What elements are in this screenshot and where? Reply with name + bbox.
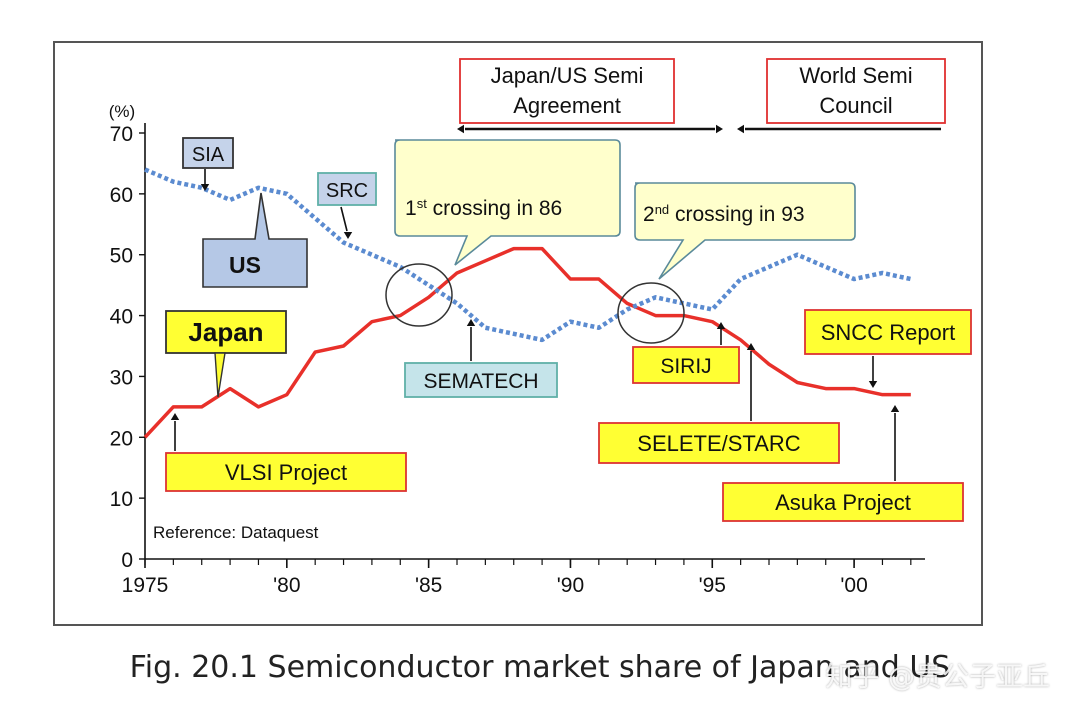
- sia-label: SIA: [192, 144, 225, 166]
- x-tick-label: '80: [273, 574, 300, 597]
- council-box: [766, 58, 946, 124]
- x-tick-label: '85: [415, 574, 442, 597]
- sia-arrow-head: [200, 184, 210, 191]
- selete-label-box: [598, 422, 840, 464]
- asuka-label: Asuka Project: [775, 490, 911, 515]
- sncc-label: SNCC Report: [821, 320, 955, 345]
- japan-callout-box: [165, 310, 287, 354]
- chart: 0 10 20 30 40 50 60 70 (%) 1975 '80 '85 '90 '95 '00 Jap…: [109, 58, 972, 597]
- vlsi-arrow-head: [170, 413, 180, 420]
- y-tick-label: 60: [110, 184, 133, 207]
- agreement-arrow-head-right: [716, 124, 723, 134]
- selete-label: SELETE/STARC: [637, 431, 801, 456]
- japan-series-label: Japan: [188, 317, 263, 347]
- sematech-label: SEMATECH: [423, 370, 538, 393]
- agreement-label-line2: Agreement: [513, 93, 621, 118]
- vlsi-label: VLSI Project: [225, 460, 347, 485]
- src-label-box: [317, 172, 377, 206]
- y-tick-label: 70: [110, 123, 133, 146]
- series-line-us: [144, 167, 912, 343]
- council-label-line2: Council: [819, 93, 892, 118]
- watermark: 知乎 @贵公子亚丘: [825, 662, 1050, 693]
- japan-callout-pointer: [214, 352, 226, 398]
- us-series-label: US: [229, 252, 261, 278]
- reference-note: Reference: Dataquest: [153, 523, 319, 542]
- agreement-box: [459, 58, 675, 124]
- sirij-label: SIRIJ: [660, 355, 711, 378]
- crossing-86-text: 1st crossing in 86: [405, 196, 562, 221]
- vlsi-label-box: [165, 452, 407, 492]
- sematech-arrow-head: [466, 319, 476, 326]
- sirij-label-box: [632, 346, 740, 384]
- crossing-circle-93: [617, 282, 685, 344]
- y-tick-label: 0: [121, 549, 133, 572]
- sncc-arrow-head: [868, 381, 878, 388]
- y-tick-label: 20: [110, 427, 133, 450]
- src-arrow-head: [343, 232, 353, 239]
- src-label: SRC: [326, 180, 368, 202]
- sirij-arrow-head: [716, 322, 726, 329]
- figure-caption: Fig. 20.1 Semiconductor market share of …: [129, 650, 951, 685]
- figure-frame: 0 10 20 30 40 50 60 70 (%) 1975 '80 '85 '90 '95 '00 Jap…: [53, 41, 983, 626]
- sematech-label-box: [404, 362, 558, 398]
- crossing-93-callout: [634, 182, 856, 280]
- y-tick-label: 50: [110, 245, 133, 268]
- crossing-86-callout: [394, 139, 621, 266]
- sncc-label-box: [804, 309, 972, 355]
- x-tick-label: '95: [699, 574, 726, 597]
- council-arrow-head-left: [737, 124, 744, 134]
- asuka-label-box: [722, 482, 964, 522]
- sia-label-box: [182, 137, 234, 169]
- crossing-93-text: 2nd crossing in 93: [643, 202, 805, 227]
- crossing-circle-86: [385, 263, 453, 327]
- x-tick-label: '00: [840, 574, 867, 597]
- y-tick-label: 40: [110, 306, 133, 329]
- agreement-arrow-head-left: [457, 124, 464, 134]
- council-label-line1: World Semi: [799, 63, 912, 88]
- asuka-arrow-head: [890, 405, 900, 412]
- y-tick-label: 10: [110, 488, 133, 511]
- us-callout-box: [202, 192, 308, 288]
- series-line-japan: [143, 246, 911, 439]
- x-tick-label: '90: [557, 574, 584, 597]
- y-tick-label: 30: [110, 366, 133, 389]
- x-tick-label: 1975: [122, 574, 169, 597]
- src-arrow-line: [340, 206, 348, 232]
- agreement-label-line1: Japan/US Semi: [491, 63, 644, 88]
- selete-arrow-head: [746, 343, 756, 350]
- y-axis-unit-label: (%): [109, 102, 135, 121]
